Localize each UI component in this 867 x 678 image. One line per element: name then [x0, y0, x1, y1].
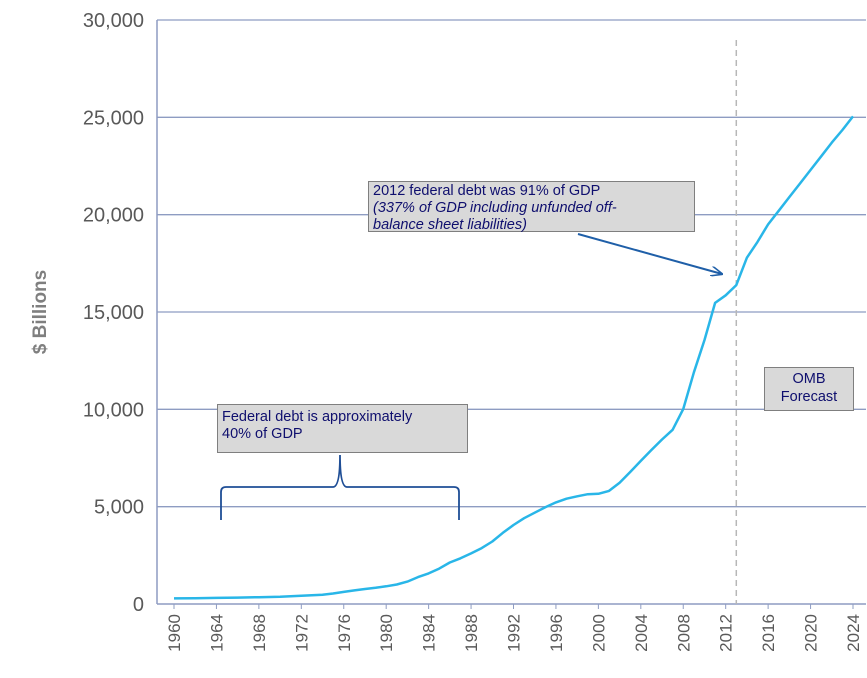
y-tick-label: 5,000 [94, 497, 144, 519]
federal-debt-line [173, 115, 854, 600]
x-tick-labels: 1960 1964 1968 1972 1976 1980 1984 1988 1992 1996… [165, 604, 863, 652]
y-tick-label: 20,000 [83, 205, 144, 227]
x-tick-label: 1992 [505, 614, 524, 652]
x-tick-label: 2004 [632, 614, 651, 652]
x-tick-label: 1968 [250, 614, 269, 652]
callout-gdp40-line1: Federal debt is approximately [222, 409, 413, 425]
callout-2012-line2: (337% of GDP including unfunded off- [373, 200, 617, 216]
x-tick-label: 1976 [335, 614, 354, 652]
x-tick-label: 2008 [674, 614, 693, 652]
y-tick-label: 30,000 [83, 10, 144, 32]
callout-2012-line3: balance sheet liabilities) [373, 217, 527, 233]
x-tick-label: 1988 [462, 614, 481, 652]
y-tick-label: 25,000 [83, 107, 144, 129]
x-tick-label: 2012 [717, 614, 736, 652]
y-axis-label: $ Billions [30, 270, 51, 354]
y-tick-label: 10,000 [83, 399, 144, 421]
x-tick-label: 2024 [844, 614, 863, 652]
x-tick-label: 2016 [759, 614, 778, 652]
x-tick-label: 1984 [420, 614, 439, 652]
brace-1964-1987 [220, 454, 460, 520]
x-tick-label: 1980 [377, 614, 396, 652]
x-tick-label: 2020 [802, 614, 821, 652]
x-tick-label: 2000 [589, 614, 608, 652]
x-tick-label: 1996 [547, 614, 566, 652]
x-tick-label: 1972 [292, 614, 311, 652]
callout-omb-forecast: OMB Forecast [764, 367, 854, 411]
callout-omb-line1: OMB [792, 371, 826, 387]
callout-2012-debt: 2012 federal debt was 91% of GDP (337% o… [368, 181, 695, 233]
callout-2012-line1: 2012 federal debt was 91% of GDP [373, 183, 601, 199]
y-tick-label: 0 [133, 594, 144, 616]
callout-omb-line2: Forecast [780, 389, 838, 405]
callout-gdp40-line2: 40% of GDP [222, 426, 303, 442]
callout-gdp-40: Federal debt is approximately 40% of GDP [217, 404, 468, 453]
callout-arrow [577, 233, 722, 274]
x-tick-label: 1960 [165, 614, 184, 652]
x-tick-label: 1964 [207, 614, 226, 652]
y-tick-label: 15,000 [83, 302, 144, 324]
y-tick-labels: 0 5,000 10,000 15,000 20,000 25,000 30,000 [83, 10, 144, 616]
